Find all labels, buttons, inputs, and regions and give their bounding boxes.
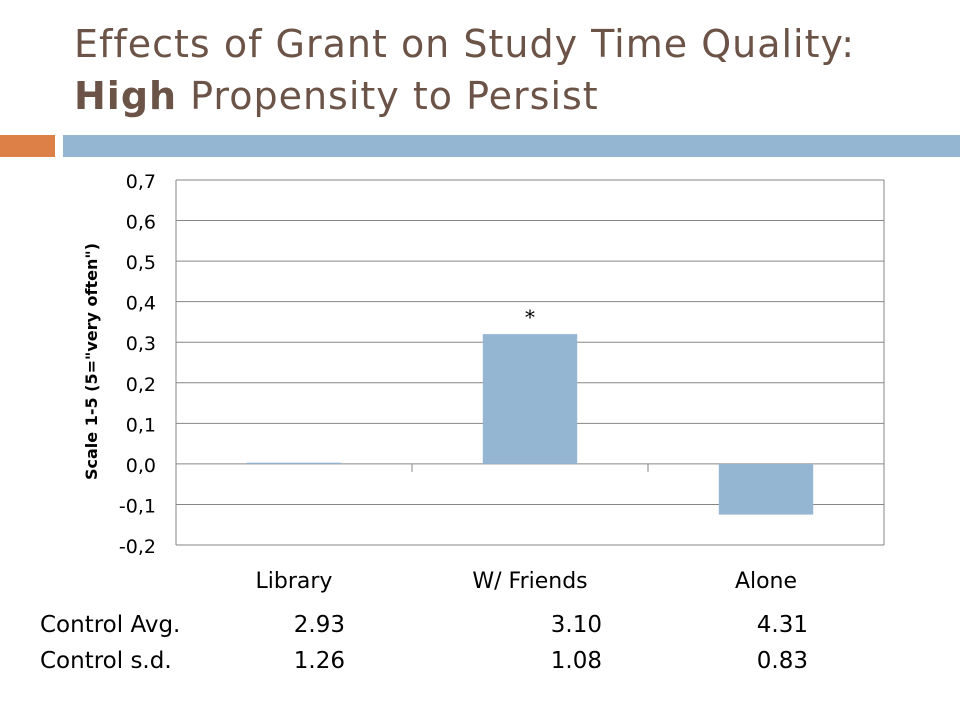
stats-row-sd: Control s.d. 1.26 1.08 0.83 [40, 648, 920, 684]
stats-row-avg: Control Avg. 2.93 3.10 4.31 [40, 612, 920, 648]
y-tick-label: 0,2 [126, 374, 156, 396]
bar-alone [718, 463, 814, 515]
slide-title: Effects of Grant on Study Time Quality: … [74, 18, 954, 122]
significance-marker: * [525, 305, 535, 329]
stats-cell: 4.31 [756, 612, 808, 638]
stats-cell: 3.10 [550, 612, 602, 638]
y-tick-label: 0,4 [126, 293, 156, 315]
control-stats-table: Control Avg. 2.93 3.10 4.31 Control s.d.… [40, 612, 920, 684]
stats-cell: 2.93 [293, 612, 345, 638]
y-tick-label: 0,3 [126, 333, 156, 355]
y-tick-label: 0,0 [126, 455, 156, 477]
stats-cell: 0.83 [756, 648, 808, 674]
x-tick-label: W/ Friends [472, 569, 587, 594]
accent-bar-blue [63, 135, 960, 157]
title-emphasis: High [74, 74, 178, 118]
title-line-2: High Propensity to Persist [74, 70, 954, 122]
y-tick-label: 0,7 [126, 171, 156, 193]
bar-library [246, 462, 342, 464]
x-tick-label: Library [256, 569, 333, 594]
y-tick-label: -0,2 [119, 536, 156, 558]
y-tick-label: 0,6 [126, 212, 156, 234]
y-tick-label: 0,5 [126, 252, 156, 274]
x-tick-label: Alone [735, 569, 797, 594]
title-rest: Propensity to Persist [177, 74, 599, 118]
y-axis-label: Scale 1-5 (5="very often") [82, 243, 101, 480]
stats-cell: 1.08 [550, 648, 602, 674]
title-line-1: Effects of Grant on Study Time Quality: [74, 22, 856, 66]
stats-cell: 1.26 [293, 648, 345, 674]
y-tick-label: 0,1 [126, 414, 156, 436]
stats-row-label: Control Avg. [40, 612, 181, 638]
stats-row-label: Control s.d. [40, 648, 172, 674]
y-tick-label: -0,1 [119, 495, 156, 517]
accent-bar-orange [0, 135, 55, 157]
bar-w-friends [482, 334, 578, 464]
